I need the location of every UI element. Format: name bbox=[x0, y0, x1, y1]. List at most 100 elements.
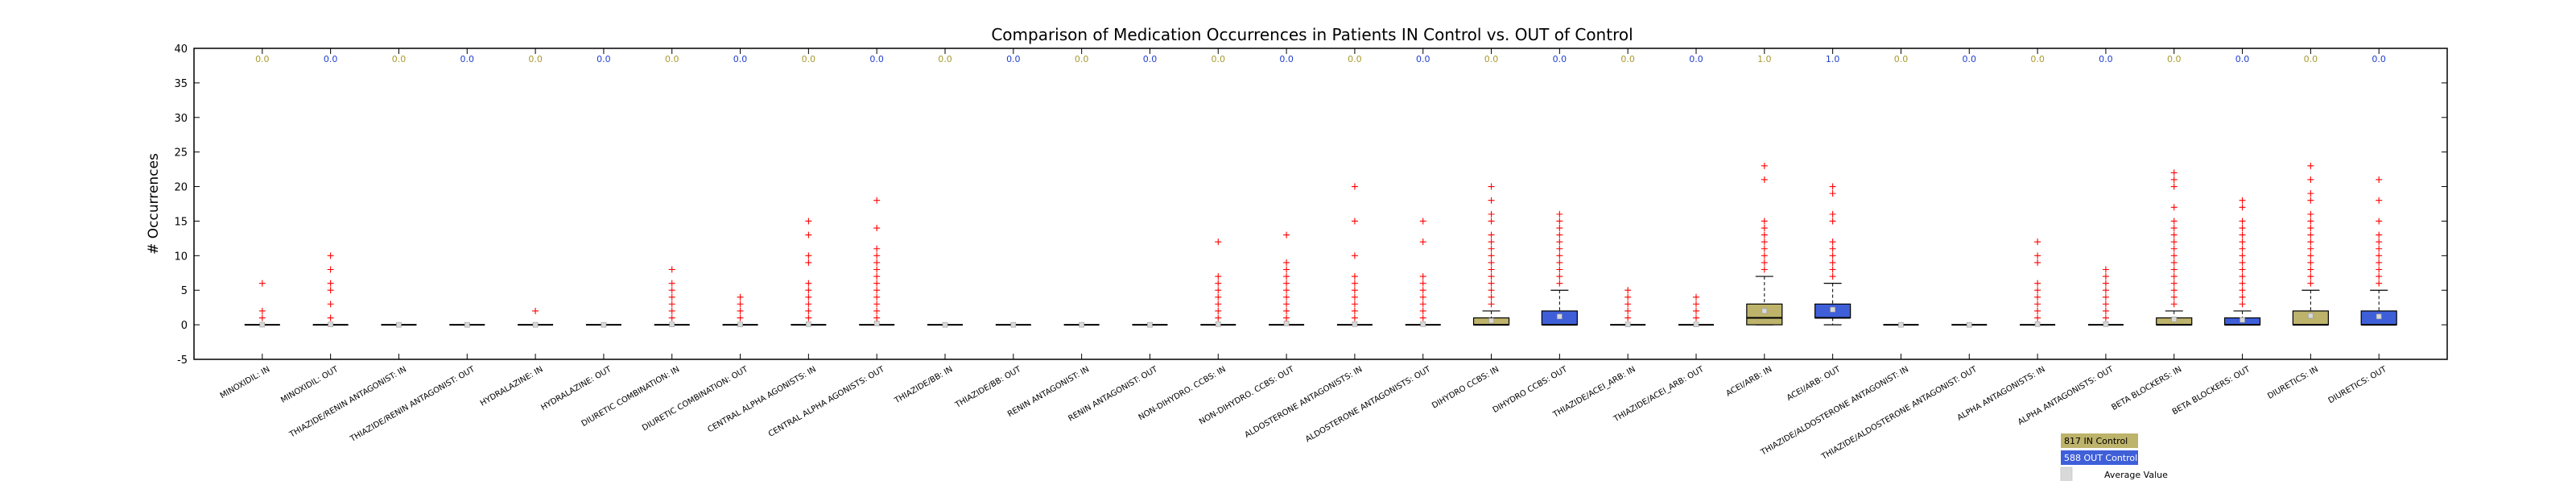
flier-point bbox=[1829, 245, 1836, 252]
flier-point bbox=[2239, 273, 2246, 280]
flier-point bbox=[1556, 210, 1563, 218]
y-tick-label: 10 bbox=[174, 251, 188, 263]
flier-point bbox=[2102, 266, 2109, 273]
flier-point bbox=[2239, 259, 2246, 266]
flier-point bbox=[2307, 266, 2314, 273]
flier-point bbox=[1761, 245, 1768, 252]
median-value-label: 0.0 bbox=[2304, 54, 2318, 64]
flier-point bbox=[2307, 238, 2314, 246]
box-out: 0.0 HYDRALAZINE: OUT bbox=[539, 48, 621, 413]
flier-point bbox=[2170, 280, 2178, 287]
flier-point bbox=[1761, 176, 1768, 183]
flier-point bbox=[327, 266, 334, 273]
mean-marker bbox=[2103, 321, 2109, 327]
mean-marker bbox=[259, 321, 266, 328]
x-category-label: DIURETIC COMBINATION: OUT bbox=[641, 365, 750, 433]
median-value-label: 0.0 bbox=[1963, 54, 1977, 64]
x-category-label: DIHYDRO CCBS: OUT bbox=[1492, 365, 1570, 415]
flier-point bbox=[2170, 301, 2178, 308]
flier-point bbox=[1215, 293, 1222, 301]
flier-point bbox=[1829, 190, 1836, 197]
flier-point bbox=[1829, 259, 1836, 266]
median-value-label: 0.0 bbox=[2167, 54, 2182, 64]
flier-point bbox=[1419, 314, 1426, 321]
flier-point bbox=[873, 293, 881, 301]
mean-marker bbox=[1215, 321, 1221, 327]
flier-point bbox=[2170, 266, 2178, 273]
mean-marker bbox=[328, 321, 333, 327]
flier-point bbox=[1283, 280, 1290, 287]
box-out: 0.0 DIHYDRO CCBS: OUT bbox=[1492, 48, 1578, 415]
flier-point bbox=[1693, 307, 1699, 314]
flier-point bbox=[1351, 273, 1358, 280]
flier-point bbox=[1556, 273, 1563, 280]
flier-point bbox=[1488, 287, 1495, 294]
flier-point bbox=[2170, 252, 2178, 259]
x-category-label: THIAZIDE/ALDOSTERONE ANTAGONIST: IN bbox=[1759, 365, 1910, 458]
median-value-label: 0.0 bbox=[392, 54, 407, 64]
flier-point bbox=[1351, 314, 1358, 321]
flier-point bbox=[2307, 225, 2314, 232]
flier-point bbox=[2239, 293, 2246, 301]
flier-point bbox=[1351, 218, 1358, 225]
median-value-label: 0.0 bbox=[1484, 54, 1499, 64]
flier-point bbox=[873, 280, 881, 287]
flier-point bbox=[2170, 176, 2178, 183]
median-value-label: 1.0 bbox=[1757, 54, 1772, 64]
flier-point bbox=[2170, 238, 2178, 246]
flier-point bbox=[2239, 301, 2246, 308]
legend-label: 817 IN Control bbox=[2064, 436, 2128, 446]
flier-point bbox=[805, 293, 812, 301]
flier-point bbox=[1624, 307, 1632, 314]
flier-point bbox=[1419, 238, 1426, 246]
flier-point bbox=[2376, 238, 2383, 246]
flier-point bbox=[1556, 245, 1563, 252]
flier-point bbox=[873, 273, 881, 280]
x-category-label: THIAZIDE/BB: OUT bbox=[953, 365, 1023, 411]
flier-point bbox=[258, 314, 266, 321]
flier-point bbox=[2170, 218, 2178, 225]
x-category-label: HYDRALAZINE: IN bbox=[479, 365, 545, 408]
y-tick-label: 15 bbox=[174, 216, 188, 228]
flier-point bbox=[1761, 162, 1768, 169]
plot-area: -5 0 5 10 15 20 25 30 35 40 0.0 MINOXIDIL: IN 0.0 MIN… bbox=[174, 44, 2448, 462]
legend-label: 588 OUT Control bbox=[2064, 453, 2137, 463]
y-tick-label: 0 bbox=[181, 320, 188, 332]
flier-point bbox=[1351, 183, 1358, 190]
mean-marker bbox=[1147, 321, 1153, 328]
y-tick-label: 20 bbox=[174, 182, 188, 194]
flier-point bbox=[1351, 301, 1358, 308]
legend-swatch bbox=[2061, 433, 2138, 448]
median-value-label: 0.0 bbox=[324, 54, 338, 64]
box-in: 0.0 HYDRALAZINE: IN bbox=[479, 48, 554, 408]
flier-point bbox=[1215, 287, 1222, 294]
flier-point bbox=[1488, 197, 1495, 204]
flier-point bbox=[805, 218, 812, 225]
flier-point bbox=[532, 307, 539, 314]
x-category-label: THIAZIDE/RENIN ANTAGONIST: OUT bbox=[349, 365, 477, 445]
median-value-label: 0.0 bbox=[733, 54, 748, 64]
x-category-label: BETA BLOCKERS: IN bbox=[2110, 365, 2183, 413]
flier-point bbox=[873, 252, 881, 259]
flier-point bbox=[2102, 314, 2109, 321]
flier-point bbox=[1283, 259, 1290, 266]
x-category-label: ALDOSTERONE ANTAGONISTS: OUT bbox=[1304, 365, 1433, 445]
median-value-label: 0.0 bbox=[1620, 54, 1635, 64]
flier-point bbox=[1488, 301, 1495, 308]
mean-marker bbox=[737, 321, 743, 327]
flier-point bbox=[1351, 287, 1358, 294]
flier-point bbox=[2102, 273, 2109, 280]
flier-point bbox=[2307, 259, 2314, 266]
flier-point bbox=[1283, 287, 1290, 294]
x-category-label: THIAZIDE/BB: IN bbox=[893, 365, 955, 406]
flier-point bbox=[2307, 190, 2314, 197]
flier-point bbox=[1624, 314, 1632, 321]
flier-point bbox=[2239, 238, 2246, 246]
flier-point bbox=[1419, 293, 1426, 301]
flier-point bbox=[737, 307, 744, 314]
flier-point bbox=[805, 301, 812, 308]
x-category-label: ALDOSTERONE ANTAGONISTS: IN bbox=[1244, 365, 1364, 440]
flier-point bbox=[2239, 225, 2246, 232]
flier-point bbox=[873, 259, 881, 266]
